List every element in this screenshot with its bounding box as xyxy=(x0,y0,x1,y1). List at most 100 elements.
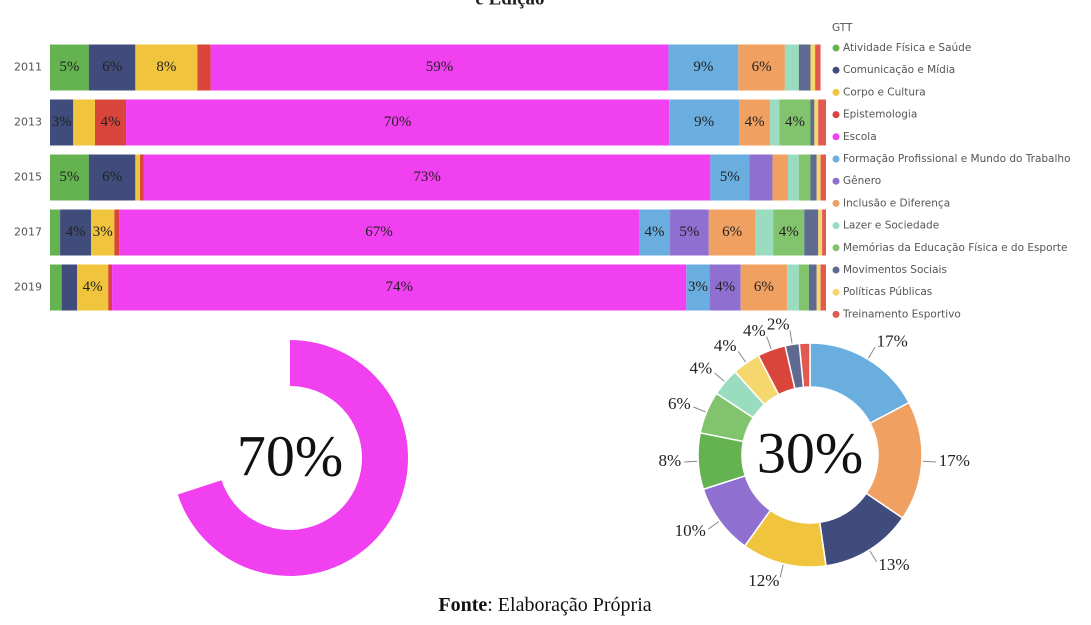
leader-line xyxy=(737,351,747,363)
data-label: 4% xyxy=(83,279,103,295)
bar-segment xyxy=(686,264,710,311)
leader-line xyxy=(684,460,698,463)
legend-marker xyxy=(832,111,840,119)
bar-segment xyxy=(710,154,750,201)
legend-marker xyxy=(832,288,840,296)
bar-segment xyxy=(810,99,815,146)
bar-segment xyxy=(112,264,687,311)
legend-label: Lazer e Sociedade xyxy=(843,220,939,232)
data-label: 6% xyxy=(722,224,742,240)
leader-line xyxy=(789,330,793,344)
bar-segment xyxy=(815,44,821,91)
bar-segment xyxy=(773,209,805,256)
data-label: 12% xyxy=(748,571,779,590)
leader-line xyxy=(867,346,876,359)
legend-marker xyxy=(832,177,840,185)
legend-marker xyxy=(832,266,840,274)
donut-slice xyxy=(798,342,811,389)
bar-segment xyxy=(770,99,780,146)
legend-marker xyxy=(832,133,840,141)
legend-label: Políticas Públicas xyxy=(843,286,932,298)
legend-label: Treinamento Esportivo xyxy=(842,308,961,320)
bar-segment xyxy=(755,209,774,256)
y-tick-label: 2017 xyxy=(14,226,42,239)
bar-segment xyxy=(816,264,821,311)
source-text: : Elaboração Própria xyxy=(487,594,651,616)
legend-marker xyxy=(832,199,840,207)
leader-line xyxy=(766,336,772,350)
data-label: 17% xyxy=(877,332,908,351)
bar-segment xyxy=(779,99,811,146)
bar-segment xyxy=(210,44,669,91)
data-label: 8% xyxy=(659,451,682,470)
bar-segment xyxy=(798,264,809,311)
bar-segment xyxy=(772,154,788,201)
data-label: 3% xyxy=(52,114,72,130)
legend-label: Movimentos Sociais xyxy=(843,264,947,276)
bar-segment xyxy=(61,264,78,311)
bar-segment xyxy=(820,154,826,201)
legend-label: Inclusão e Diferença xyxy=(843,197,950,209)
legend-label: Memórias da Educação Física e do Esporte xyxy=(843,242,1067,254)
y-tick-label: 2013 xyxy=(14,116,42,129)
legend-label: Epistemologia xyxy=(843,109,917,121)
bar-segment xyxy=(108,264,113,311)
data-label: 3% xyxy=(93,224,113,240)
y-tick-label: 2019 xyxy=(14,281,42,294)
bar-segment xyxy=(814,99,819,146)
bar-segment xyxy=(88,154,136,201)
y-tick-label: 2015 xyxy=(14,171,42,184)
bar-segment xyxy=(670,209,709,256)
legend-title: GTT xyxy=(832,22,853,34)
data-label: 10% xyxy=(675,521,706,540)
data-label: 4% xyxy=(101,114,121,130)
bar-segment xyxy=(135,154,141,201)
leader-line xyxy=(922,460,936,463)
legend-marker xyxy=(832,222,840,230)
bar-segment xyxy=(798,44,811,91)
data-label: 4% xyxy=(745,114,765,130)
leader-line xyxy=(779,564,784,578)
bar-segment xyxy=(738,44,785,91)
data-label: 4% xyxy=(66,224,86,240)
bar-segment xyxy=(808,264,817,311)
data-label: 59% xyxy=(426,59,454,75)
legend-marker xyxy=(832,44,840,52)
bar-segment xyxy=(77,264,109,311)
bar-segment xyxy=(668,44,739,91)
bar-segment xyxy=(73,99,96,146)
legend-label: Atividade Física e Saúde xyxy=(843,42,971,54)
data-label: 73% xyxy=(413,169,441,185)
data-label: 6% xyxy=(668,394,691,413)
bar-segment xyxy=(50,209,61,256)
leader-line xyxy=(693,406,706,413)
data-label: 13% xyxy=(878,555,909,574)
source-label: Fonte xyxy=(438,594,487,616)
data-label: 5% xyxy=(59,59,79,75)
source-note: Fonte: Elaboração Própria xyxy=(438,594,651,616)
data-label: 70% xyxy=(384,114,412,130)
bar-segment xyxy=(739,99,771,146)
bar-segment xyxy=(798,154,811,201)
data-label: 5% xyxy=(679,224,699,240)
data-label: 4% xyxy=(714,336,737,355)
legend-label: Formação Profissional e Mundo do Trabalh… xyxy=(843,153,1071,165)
data-label: 2% xyxy=(767,315,790,334)
bar-segment xyxy=(810,154,817,201)
data-label: 4% xyxy=(779,224,799,240)
bar-segment xyxy=(143,154,711,201)
data-label: 74% xyxy=(385,279,413,295)
data-label: 4% xyxy=(743,321,766,340)
legend-marker xyxy=(832,310,840,318)
bar-segment xyxy=(119,209,639,256)
data-label: 4% xyxy=(715,279,735,295)
leader-line xyxy=(714,372,725,382)
data-label: 6% xyxy=(102,169,122,185)
bar-segment xyxy=(749,154,773,201)
donut-center-label: 30% xyxy=(757,420,863,485)
bar-segment xyxy=(88,44,136,91)
bar-segment xyxy=(709,264,741,311)
gauge-arc xyxy=(177,340,408,576)
bar-segment xyxy=(822,209,826,256)
